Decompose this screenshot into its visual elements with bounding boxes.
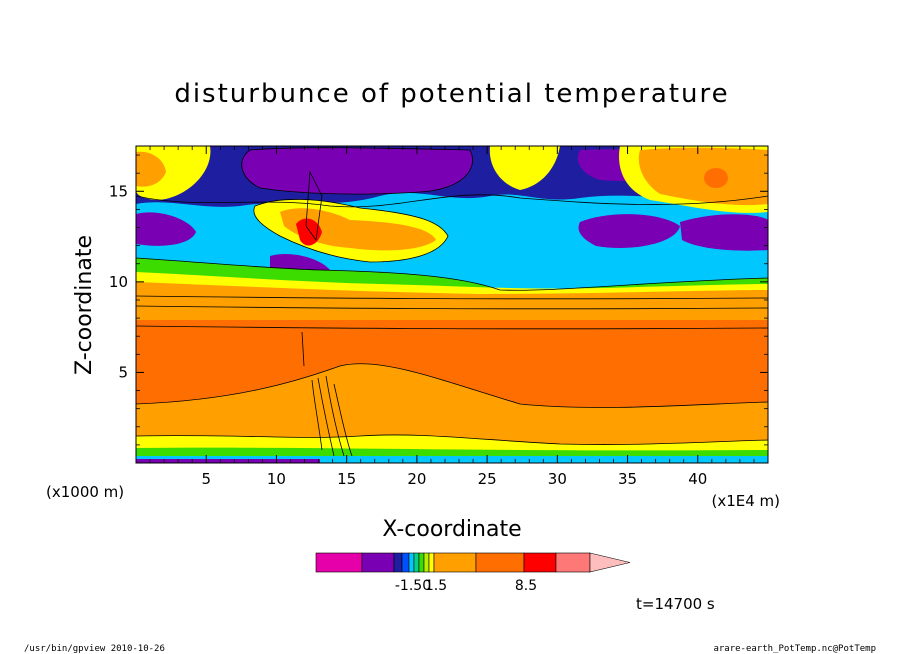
field-yellow-mid [489,146,560,190]
x-tick-label: 35 [618,470,637,488]
colorbar-segment [393,552,403,573]
footer-left: /usr/bin/gpview 2010-10-26 [24,644,165,654]
contour-lines [136,147,768,457]
chart-title: disturbunce of potential temperature [174,79,729,109]
y-axis-label: Z-coordinate [72,235,97,375]
heatmap-field [136,146,768,463]
colorbar-segment [428,552,435,573]
colorbar-segment [523,552,557,573]
field-orange-spot [704,168,728,188]
colorbar-segment [418,552,425,573]
colorbar-label: 1.5 [425,578,447,594]
x-tick-label: 40 [688,470,707,488]
colorbar-label: -1.50 [395,578,431,594]
plot-frame [135,145,769,464]
field-lower-purple [136,459,320,463]
x-axis-label: X-coordinate [382,517,521,542]
x-tick-label: 25 [478,470,497,488]
field-orange-left [136,151,166,187]
colorbar-segment [315,552,363,573]
colorbar-labels: -1.501.5 8.5 [395,578,537,594]
field-upper-purple-4 [578,214,680,248]
x-unit-left: (x1000 m) [46,483,124,501]
y-axis-ticks: 5 10 15 [109,154,768,446]
colorbar-segment [433,552,477,573]
colorbar-segment [423,552,430,573]
time-label: t=14700 s [636,595,715,613]
colorbar-label: 8.5 [515,578,537,594]
x-unit-right: (x1E4 m) [711,492,780,510]
x-axis-ticks: 5 10 15 20 25 30 35 40 [149,146,755,488]
colorbar-segment [361,552,395,573]
footer-right: arare-earth_PotTemp.nc@PotTemp [713,644,876,654]
field-orange-right [638,147,768,206]
colorbar-segment [475,552,525,573]
x-tick-label: 5 [201,470,211,488]
y-tick-label: 5 [118,363,128,381]
field-upper-purple-3 [136,212,196,246]
x-tick-label: 10 [267,470,286,488]
y-tick-label: 10 [109,273,128,291]
colorbar [315,552,631,573]
y-tick-label: 15 [109,182,128,200]
colorbar-arrow [589,552,631,573]
colorbar-segment [408,552,415,573]
field-mid-layer [136,326,768,408]
field-orange-band [136,282,768,320]
x-tick-label: 15 [337,470,356,488]
colorbar-segment [555,552,591,573]
x-tick-label: 30 [548,470,567,488]
colorbar-segment [413,552,420,573]
field-upper-purple-5 [680,214,768,251]
x-tick-label: 20 [407,470,426,488]
field-upper-purple-1 [241,147,473,195]
colorbar-segment [401,552,410,573]
